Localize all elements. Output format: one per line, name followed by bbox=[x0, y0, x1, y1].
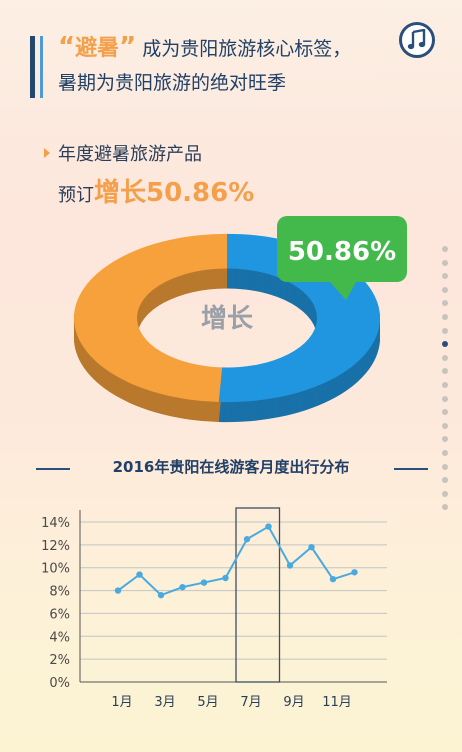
donut-chart: 增长 50.86% bbox=[0, 200, 462, 430]
x-tick-label: 7月 bbox=[240, 695, 261, 710]
data-point bbox=[115, 587, 121, 593]
y-tick-label: 14% bbox=[41, 516, 70, 531]
chart-section-header: 2016年贵阳在线游客月度出行分布 bbox=[0, 456, 462, 480]
accent-bar-dark bbox=[30, 36, 35, 98]
x-tick-label: 3月 bbox=[154, 695, 175, 710]
page-dot[interactable] bbox=[442, 287, 448, 293]
y-tick-label: 2% bbox=[49, 653, 70, 668]
page-dot[interactable] bbox=[442, 328, 448, 334]
page-dot[interactable] bbox=[442, 396, 448, 402]
callout-value: 50.86% bbox=[288, 237, 396, 267]
page-dot[interactable] bbox=[442, 368, 448, 374]
x-tick-label: 11月 bbox=[322, 695, 352, 710]
y-tick-label: 10% bbox=[41, 562, 70, 577]
music-note-icon bbox=[407, 29, 427, 51]
data-point bbox=[222, 575, 228, 581]
headline-line1-rest: 成为贵阳旅游核心标签， bbox=[142, 38, 351, 60]
page-dot[interactable] bbox=[442, 314, 448, 320]
quote-open: “ bbox=[58, 32, 75, 62]
page-dot[interactable] bbox=[442, 409, 448, 415]
accent-bar-light bbox=[40, 36, 43, 98]
y-tick-label: 8% bbox=[49, 585, 70, 600]
chart-section-title: 2016年贵阳在线游客月度出行分布 bbox=[0, 456, 462, 477]
page-dot[interactable] bbox=[442, 382, 448, 388]
headline-line2: 暑期为贵阳旅游的绝对旺季 bbox=[58, 66, 398, 100]
line-chart: 0% 2% 4% 6% 8% 10% 12% 14% 1月 3月 5月 7月 9月 11月 bbox=[0, 500, 462, 730]
x-tick-label: 9月 bbox=[283, 695, 304, 710]
y-tick-label: 12% bbox=[41, 539, 70, 554]
page-dot[interactable] bbox=[442, 355, 448, 361]
y-tick-label: 0% bbox=[49, 676, 70, 691]
page-dot[interactable] bbox=[442, 436, 448, 442]
data-point bbox=[244, 536, 250, 542]
data-point bbox=[330, 576, 336, 582]
arrow-bullet-icon bbox=[44, 148, 50, 158]
page-dot[interactable] bbox=[442, 491, 448, 497]
y-tick-label: 6% bbox=[49, 607, 70, 622]
y-tick-label: 4% bbox=[49, 630, 70, 645]
page-dot[interactable] bbox=[442, 246, 448, 252]
x-tick-label: 5月 bbox=[197, 695, 218, 710]
data-point bbox=[351, 569, 357, 575]
quote-close: ” bbox=[119, 32, 136, 62]
data-point bbox=[287, 562, 293, 568]
page-dot[interactable] bbox=[442, 273, 448, 279]
headline-keyword: 避暑 bbox=[75, 36, 119, 61]
page-dot[interactable] bbox=[442, 450, 448, 456]
donut-center-label: 增长 bbox=[201, 303, 254, 334]
page-dot[interactable] bbox=[442, 341, 448, 347]
data-point bbox=[265, 523, 271, 529]
headline: “避暑” 成为贵阳旅游核心标签， 暑期为贵阳旅游的绝对旺季 bbox=[58, 30, 398, 100]
music-button[interactable] bbox=[399, 22, 435, 58]
page-dot[interactable] bbox=[442, 423, 448, 429]
data-point bbox=[136, 571, 142, 577]
x-tick-label: 1月 bbox=[111, 695, 132, 710]
data-point bbox=[158, 592, 164, 598]
title-rule-right bbox=[394, 468, 428, 470]
subtitle-line1: 年度避暑旅游产品 bbox=[58, 140, 202, 166]
data-point bbox=[308, 544, 314, 550]
data-point bbox=[179, 584, 185, 590]
page-dot[interactable] bbox=[442, 260, 448, 266]
page-dot[interactable] bbox=[442, 300, 448, 306]
data-point bbox=[201, 579, 207, 585]
